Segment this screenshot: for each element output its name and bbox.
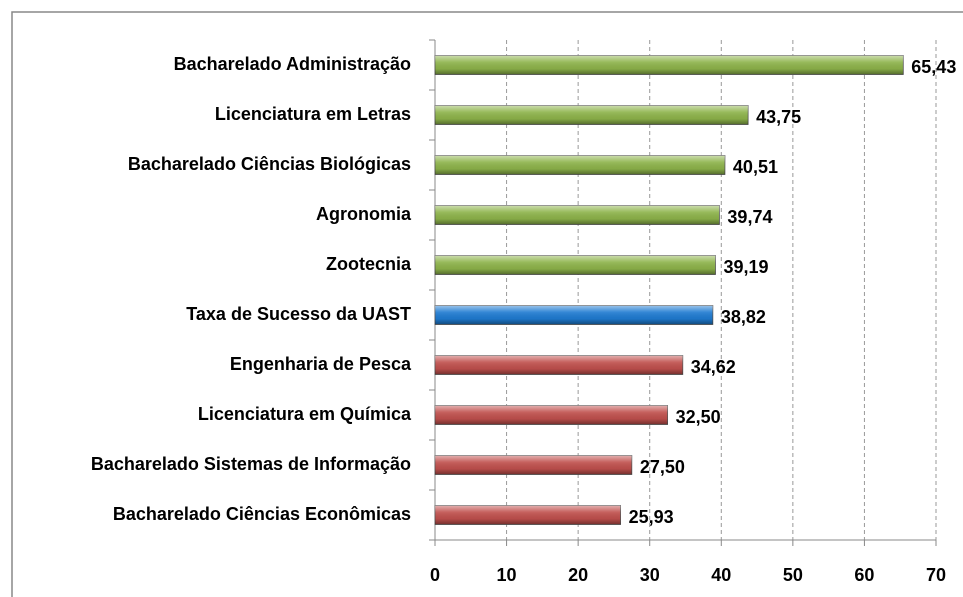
bar-shade xyxy=(435,405,668,425)
x-tick-label: 30 xyxy=(640,565,660,585)
bar-shade xyxy=(435,355,683,375)
y-tick-label: Bacharelado Administração xyxy=(174,54,411,74)
value-label: 38,82 xyxy=(721,307,766,327)
bar-shade xyxy=(435,505,621,525)
y-tick-label: Zootecnia xyxy=(326,254,412,274)
x-tick-label: 70 xyxy=(926,565,946,585)
bar-shade xyxy=(435,155,725,175)
bar-shade xyxy=(435,205,720,225)
value-label: 39,74 xyxy=(727,207,772,227)
value-label: 43,75 xyxy=(756,107,801,127)
bar-shade xyxy=(435,455,632,475)
y-tick-label: Bacharelado Ciências Econômicas xyxy=(113,504,411,524)
bar-shade xyxy=(435,105,749,125)
x-tick-label: 0 xyxy=(430,565,440,585)
bar-shade xyxy=(435,55,904,75)
x-tick-label: 60 xyxy=(854,565,874,585)
value-label: 25,93 xyxy=(629,507,674,527)
x-tick-label: 40 xyxy=(711,565,731,585)
y-tick-label: Engenharia de Pesca xyxy=(230,354,412,374)
y-tick-label: Bacharelado Ciências Biológicas xyxy=(128,154,411,174)
x-tick-label: 10 xyxy=(497,565,517,585)
value-label: 40,51 xyxy=(733,157,778,177)
y-tick-label: Taxa de Sucesso da UAST xyxy=(186,304,411,324)
value-label: 32,50 xyxy=(676,407,721,427)
y-tick-label: Licenciatura em Química xyxy=(198,404,412,424)
value-label: 65,43 xyxy=(911,57,956,77)
value-label: 34,62 xyxy=(691,357,736,377)
x-tick-label: 50 xyxy=(783,565,803,585)
x-tick-label: 20 xyxy=(568,565,588,585)
bar-shade xyxy=(435,305,713,325)
value-label: 27,50 xyxy=(640,457,685,477)
value-label: 39,19 xyxy=(723,257,768,277)
y-tick-label: Agronomia xyxy=(316,204,412,224)
y-tick-label: Bacharelado Sistemas de Informação xyxy=(91,454,411,474)
bar-shade xyxy=(435,255,716,275)
y-tick-label: Licenciatura em Letras xyxy=(215,104,411,124)
